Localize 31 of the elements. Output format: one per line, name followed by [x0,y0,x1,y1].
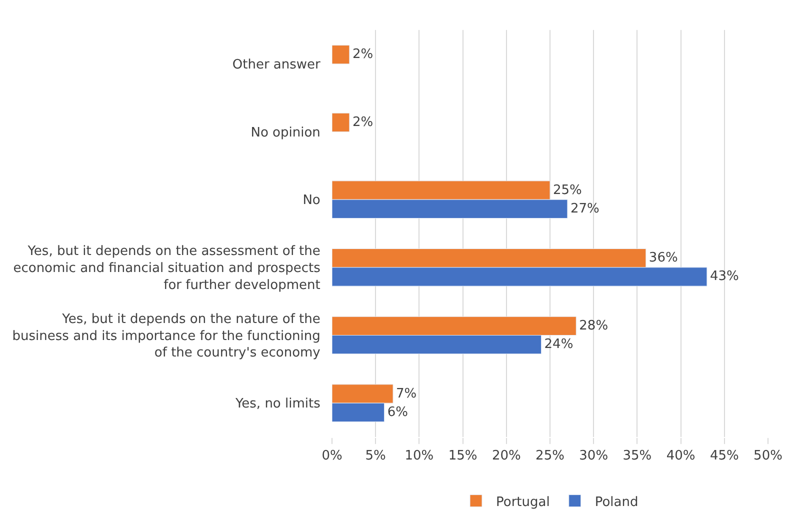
y-tick-label: No opinion [250,125,320,140]
x-tick-label: 5% [365,448,386,464]
data-label: 2% [352,47,374,62]
data-label: 28% [579,318,608,334]
x-tick-label: 40% [666,448,696,464]
y-tick-label: Yes, no limits [234,396,321,412]
y-tick-label: Yes, but it depends on the assessment of the economic and financial situation and prospects for further development [13,244,321,293]
data-label: 7% [396,386,417,402]
bar [332,45,350,64]
x-tick-label: 45% [710,448,739,464]
x-tick-label: 50% [754,448,782,464]
x-tick-label: 35% [622,448,652,464]
x-tick-label: 0% [322,448,342,464]
x-tick-label: 25% [536,448,564,464]
x-tick-label: 20% [492,448,521,464]
y-tick-label: Yes, but it depends on the nature of the business and its importance for the functioning of the country's economy [12,312,321,361]
x-tick-label: 10% [404,448,434,464]
data-label: 6% [387,404,408,420]
x-tick-label: 15% [448,448,478,464]
data-label: 24% [544,337,574,352]
data-label: 43% [710,269,739,284]
data-label: 36% [648,250,678,266]
x-tick-label: 30% [579,448,608,464]
y-tick-label: No [302,193,320,208]
data-label: 2% [352,114,374,130]
legend-label: Poland [594,494,638,510]
y-tick-label: Other answer [232,57,322,72]
data-label: 27% [570,201,600,216]
legend-label: Portugal [496,494,550,510]
data-label: 25% [553,182,582,198]
bar [332,112,350,132]
